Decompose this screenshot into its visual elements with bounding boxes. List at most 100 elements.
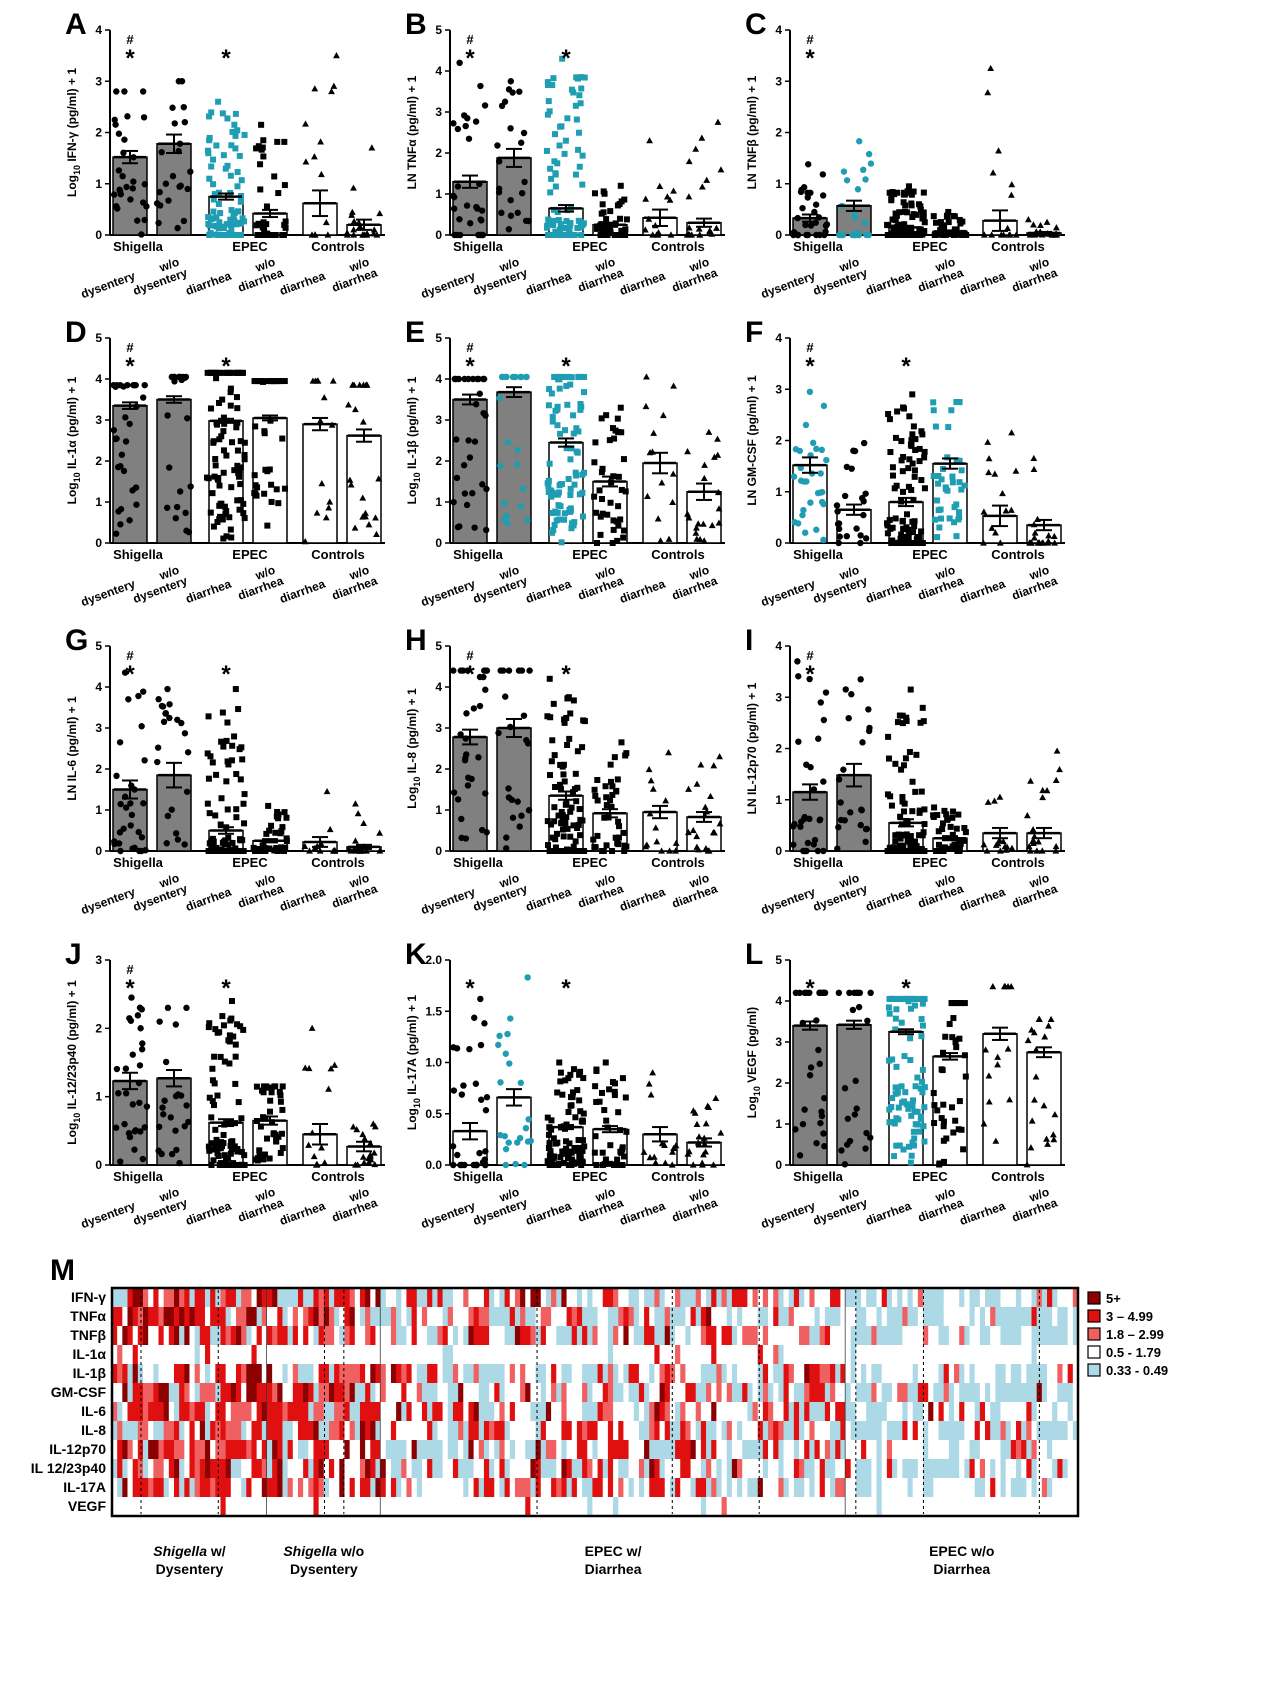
- data-point: [219, 110, 226, 117]
- heatmap-cell: [241, 1307, 247, 1327]
- panel-letter: D: [65, 316, 87, 349]
- data-point: [219, 396, 226, 403]
- data-point: [852, 1077, 859, 1085]
- heatmap-cell: [246, 1288, 252, 1308]
- heatmap-cell: [649, 1326, 655, 1346]
- data-point: [352, 405, 359, 413]
- data-point: [591, 843, 598, 850]
- heatmap-cell: [266, 1326, 273, 1346]
- data-point: [554, 509, 561, 516]
- heatmap-cell: [783, 1326, 790, 1346]
- category-label: diarrhea: [958, 885, 1008, 914]
- data-point: [816, 1060, 823, 1068]
- data-point: [889, 537, 896, 544]
- heatmap-cell: [184, 1402, 190, 1422]
- data-point: [518, 139, 525, 146]
- heatmap-cell: [520, 1383, 526, 1403]
- data-point: [120, 383, 127, 390]
- heatmap-cell: [664, 1364, 671, 1384]
- data-point: [126, 420, 133, 428]
- heatmap-cell: [540, 1364, 547, 1384]
- data-point: [952, 1037, 959, 1044]
- data-point: [1053, 747, 1061, 754]
- data-point: [621, 848, 628, 854]
- heatmap-cell: [514, 1497, 521, 1517]
- data-point: [670, 382, 677, 389]
- data-point: [173, 1146, 180, 1154]
- heatmap-cell: [390, 1364, 397, 1384]
- data-point: [1053, 231, 1060, 238]
- data-point: [471, 438, 479, 445]
- data-point: [934, 534, 941, 541]
- heatmap-cell: [494, 1421, 500, 1441]
- data-point: [867, 160, 875, 167]
- heatmap-cell: [153, 1307, 159, 1327]
- category-label: dysentery: [79, 577, 137, 610]
- data-point: [561, 150, 568, 157]
- heatmap-cell: [132, 1402, 139, 1422]
- heatmap-cell: [272, 1307, 278, 1327]
- data-point: [854, 186, 862, 193]
- heatmap-cell: [499, 1307, 505, 1327]
- data-point: [957, 220, 964, 227]
- data-point: [139, 88, 147, 95]
- data-point: [482, 1161, 489, 1169]
- heatmap-cell: [783, 1345, 790, 1365]
- data-point: [578, 1162, 585, 1168]
- data-point: [138, 1046, 146, 1053]
- heatmap-cell: [380, 1307, 387, 1327]
- heatmap-cell: [349, 1288, 356, 1308]
- data-point: [1036, 1015, 1043, 1023]
- data-point: [229, 128, 236, 135]
- data-point: [581, 718, 588, 725]
- heatmap-cell: [194, 1326, 201, 1346]
- data-point: [516, 1134, 524, 1142]
- heatmap-cell: [799, 1345, 805, 1365]
- heatmap-cell: [514, 1478, 521, 1498]
- heatmap-cell: [571, 1497, 578, 1517]
- data-point: [502, 1050, 510, 1057]
- category-label: w/odiarrhea: [911, 869, 965, 911]
- data-point: [547, 1148, 554, 1155]
- group-label-shigella: Shigella: [113, 1169, 164, 1184]
- heatmap-cell: [690, 1478, 697, 1498]
- heatmap-cell: [566, 1497, 573, 1517]
- data-point: [962, 1073, 969, 1080]
- data-point: [236, 848, 243, 854]
- y-tick-label: 5: [435, 331, 442, 345]
- data-point: [205, 775, 212, 782]
- data-point: [919, 231, 926, 238]
- data-point: [1024, 216, 1032, 223]
- heatmap-cell: [210, 1288, 216, 1308]
- heatmap-cell: [437, 1497, 444, 1517]
- data-point: [614, 202, 621, 209]
- heatmap-cell: [499, 1440, 505, 1460]
- heatmap-cell: [509, 1307, 516, 1327]
- data-point: [685, 785, 692, 792]
- heatmap-cell: [261, 1288, 268, 1308]
- bar: [982, 1033, 1018, 1166]
- data-point: [994, 1061, 1001, 1068]
- heatmap-cell: [328, 1402, 335, 1422]
- category-label: w/odiarrhea: [665, 869, 719, 911]
- heatmap-cell: [158, 1402, 165, 1422]
- heatmap-cell: [576, 1402, 583, 1422]
- heatmap-cell: [762, 1383, 769, 1403]
- heatmap-cell: [793, 1478, 800, 1498]
- heatmap-cell: [148, 1364, 154, 1384]
- heatmap-cell: [783, 1421, 790, 1441]
- data-point: [223, 737, 230, 744]
- data-point: [575, 146, 582, 153]
- heatmap-cell: [675, 1326, 681, 1346]
- heatmap-cell: [587, 1383, 593, 1403]
- data-point: [571, 481, 578, 488]
- data-point: [851, 1111, 859, 1118]
- heatmap-cell: [768, 1364, 774, 1384]
- data-point: [469, 489, 476, 497]
- heatmap-cell: [520, 1440, 526, 1460]
- heatmap-cell: [463, 1288, 469, 1308]
- data-point: [950, 1129, 957, 1136]
- data-point: [231, 217, 238, 224]
- heatmap-cell: [380, 1402, 387, 1422]
- heatmap-cell: [726, 1478, 733, 1498]
